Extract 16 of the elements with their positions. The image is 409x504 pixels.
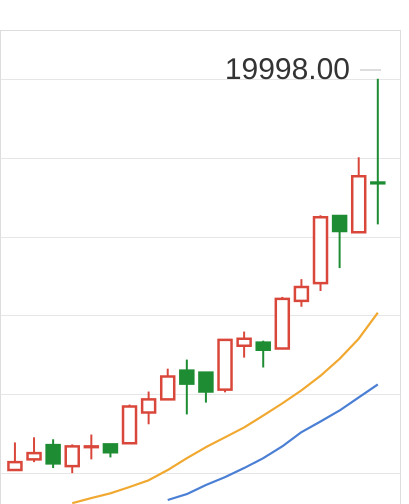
candlestick [294, 278, 310, 308]
candlestick [255, 340, 271, 368]
candlestick [7, 441, 23, 472]
candlestick [26, 436, 42, 464]
annotation: 19998.00 [224, 53, 350, 86]
candlestick [370, 78, 386, 226]
candlestick [84, 434, 100, 460]
candlestick [236, 330, 252, 359]
candlestick [45, 438, 61, 470]
candlestick [332, 214, 348, 270]
candlestick [179, 358, 195, 416]
candlestick [64, 443, 80, 474]
candlestick [102, 443, 118, 458]
candlestick [198, 371, 214, 404]
candlestick [140, 390, 156, 426]
candlestick [160, 368, 176, 401]
